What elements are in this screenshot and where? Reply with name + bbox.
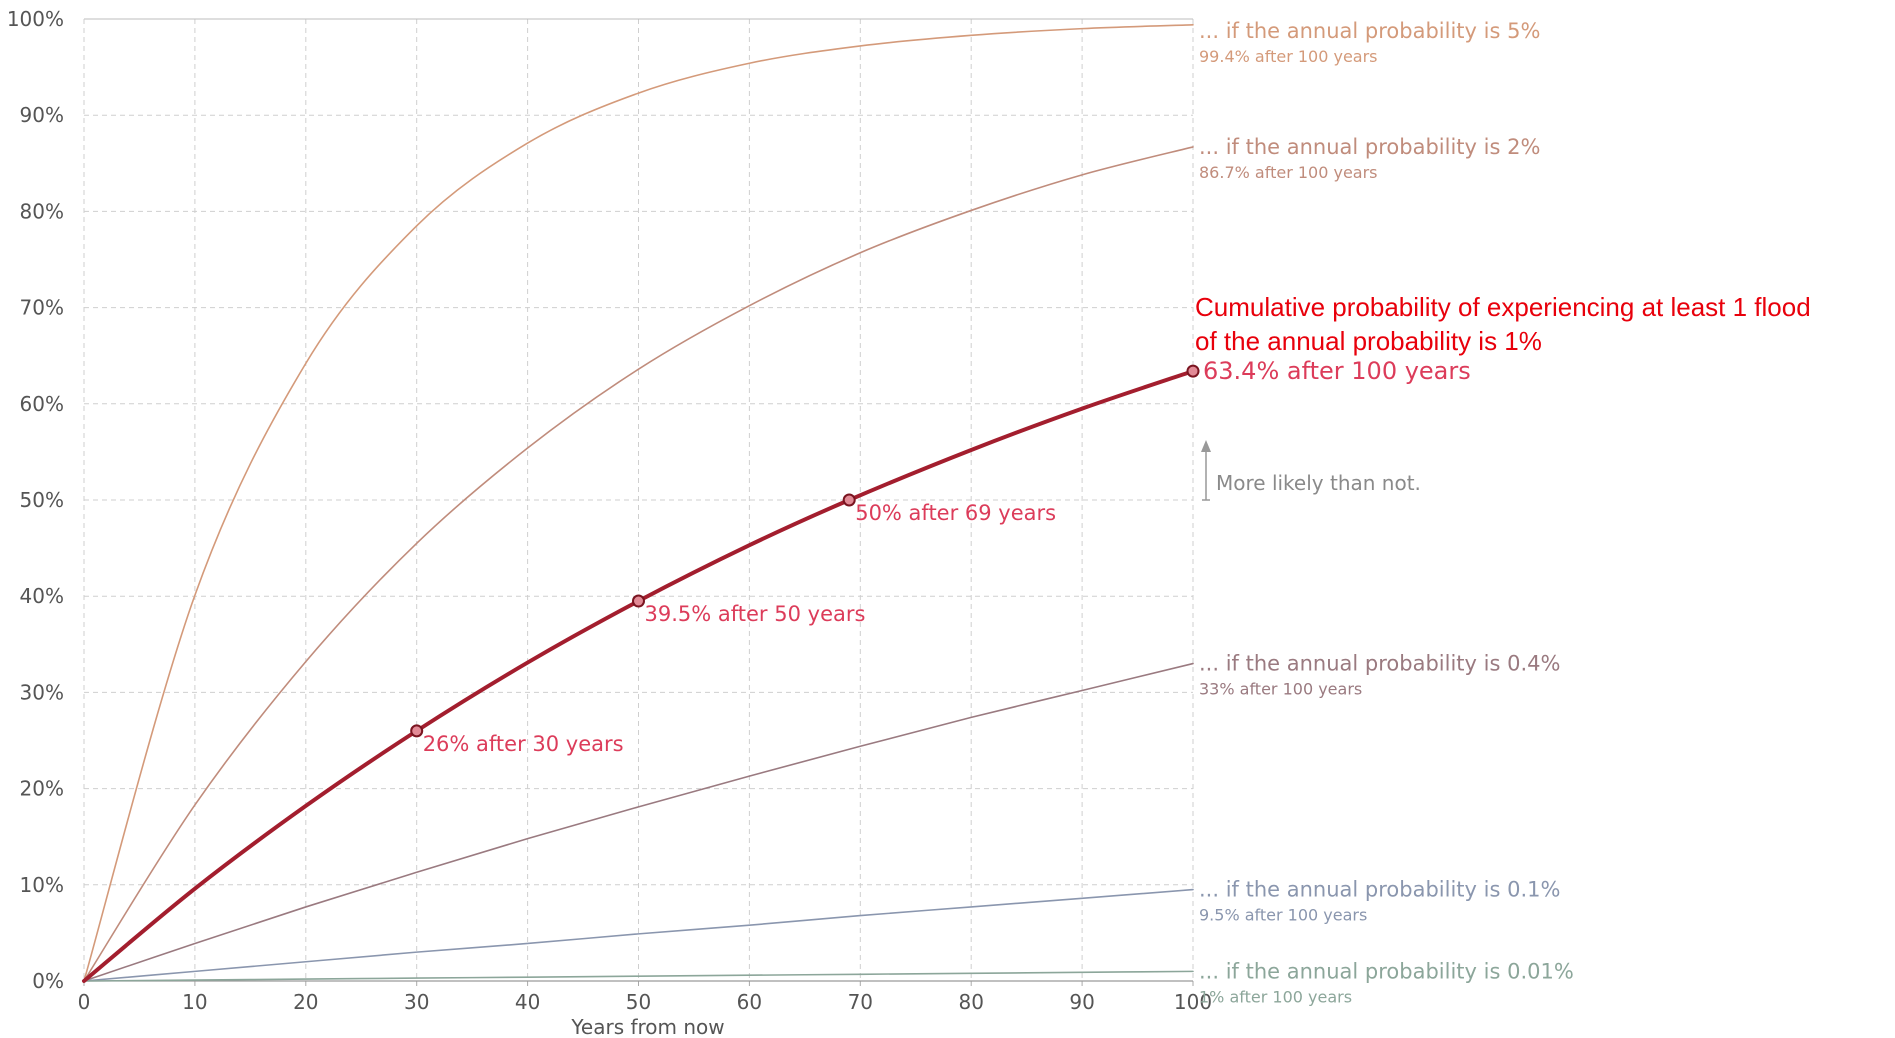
y-tick-label: 40% [20,584,64,608]
series-line-0_4pct [83,662,1194,982]
y-tick-label: 60% [20,392,64,416]
y-tick-label: 100% [7,7,64,31]
annotation-arrow-head-icon [1201,440,1211,452]
highlight-point-marker [632,594,645,608]
series-label: ... if the annual probability is 2% [1199,135,1540,159]
y-tick-label: 0% [32,969,64,993]
series-end-value-label: 1% after 100 years [1199,987,1352,1006]
x-tick-label: 20 [293,990,318,1014]
x-tick-label: 30 [404,990,429,1014]
series-label: ... if the annual probability is 0.01% [1199,959,1574,983]
x-tick-label: 40 [515,990,540,1014]
y-tick-label: 30% [20,680,64,704]
highlight-point-label: 63.4% after 100 years [1203,357,1471,385]
axes: 0% 10% 20% 30% 40% 50% 60% 70% 80% 90% 100% 0 10 20 30… [7,7,1212,1014]
y-tick-label: 70% [20,296,64,320]
series-end-value-label: 33% after 100 years [1199,680,1362,699]
x-tick-label: 50 [626,990,651,1014]
series-line-2pct [83,146,1194,982]
highlight-points: 26% after 30 years 39.5% after 50 years 50… [410,357,1471,756]
x-tick-label: 90 [1069,990,1094,1014]
series-label: ... if the annual probability is 0.4% [1199,652,1560,676]
more-likely-annotation: More likely than not. [1201,440,1421,501]
x-axis-label: Years from now [570,1015,724,1038]
annotation-text: More likely than not. [1216,471,1421,495]
x-tick-label: 100 [1174,990,1212,1014]
highlight-point-marker [410,724,424,738]
series-lines [82,23,1195,983]
chart-subtitle: of the annual probability is 1% [1195,326,1542,356]
highlight-point-marker [1186,364,1200,378]
series-end-value-label: 86.7% after 100 years [1199,163,1378,182]
x-tick-label: 0 [78,990,91,1014]
y-tick-label: 80% [20,199,64,223]
series-end-value-label: 99.4% after 100 years [1199,47,1378,66]
x-tick-label: 80 [958,990,983,1014]
series-line-0_01pct [83,970,1194,982]
series-end-value-label: 9.5% after 100 years [1199,906,1367,925]
series-label: ... if the annual probability is 5% [1199,19,1540,43]
series-label: ... if the annual probability is 0.1% [1199,878,1560,902]
y-tick-label: 10% [20,873,64,897]
highlight-point-label: 26% after 30 years [423,732,624,756]
highlight-point-marker [842,493,856,507]
grid-lines [84,18,1194,981]
series-labels: ... if the annual probability is 5% 99.4%… [1199,19,1574,1007]
y-tick-label: 20% [20,777,64,801]
x-tick-label: 70 [848,990,873,1014]
series-line-1pct [82,369,1195,983]
y-tick-label: 90% [20,103,64,127]
x-tick-label: 60 [737,990,762,1014]
highlight-point-label: 50% after 69 years [855,501,1056,525]
chart-title: Cumulative probability of experiencing a… [1195,292,1811,322]
series-line-0_1pct [83,888,1194,982]
highlight-point-label: 39.5% after 50 years [645,602,866,626]
series-line-5pct [83,23,1194,982]
x-tick-label: 10 [182,990,207,1014]
y-tick-label: 50% [20,488,64,512]
